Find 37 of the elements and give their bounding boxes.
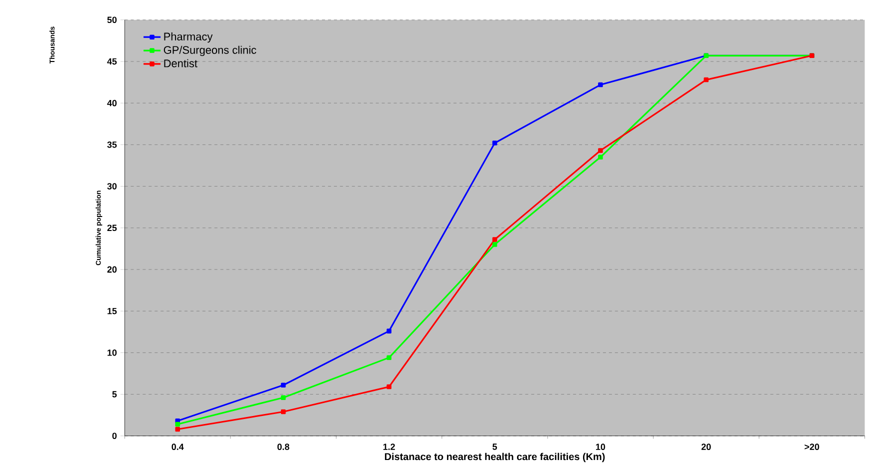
legend-label: Pharmacy [164,32,213,43]
point [175,422,180,427]
point [598,154,603,160]
y-tick-label: 10 [108,350,117,356]
point [280,409,286,414]
point [492,140,498,146]
point [492,237,498,242]
point [386,384,392,390]
x-tick-label: 0.4 [172,444,184,450]
y-tick-label: 20 [107,266,117,273]
point [598,148,603,153]
point [280,382,286,388]
x-tick-label: 0.8 [277,444,290,450]
y-tick-label: 25 [107,224,117,232]
legend-label: GP/Surgeons clinic [164,46,256,56]
y-tick-label: 15 [108,308,117,314]
y-tick-label: 40 [107,100,117,106]
legend-label: Dentist [164,59,198,68]
point [386,328,392,334]
x-tick-label: >20 [804,444,820,450]
point [175,426,180,432]
x-tick-label: 5 [492,444,497,450]
y-tick-label: 0 [112,432,117,440]
point [386,355,392,360]
point [704,77,709,82]
y-tick-label: 35 [107,141,117,148]
y-tick-label: 5 [112,391,117,398]
x-tick-label: 10 [596,444,606,450]
y-tick-label: 45 [107,58,117,65]
x-tick-label: 1.2 [383,444,395,450]
y-tick-label: 30 [107,183,117,190]
y-tick-label: 50 [107,16,117,24]
x-tick-label: 20 [702,444,711,450]
point [280,395,286,400]
x-axis-title: Distanace to nearest health care facilities (Km) [384,452,605,462]
point [598,82,603,88]
point [492,242,498,247]
